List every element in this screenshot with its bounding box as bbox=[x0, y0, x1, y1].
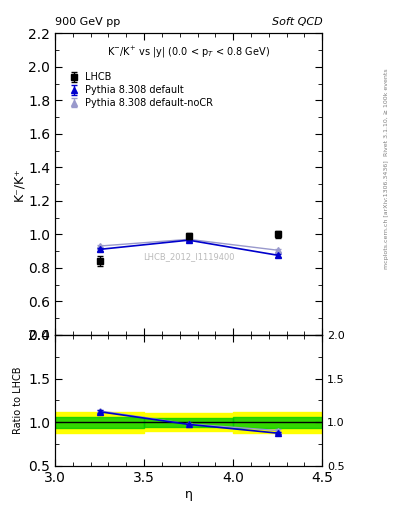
Text: K$^{-}$/K$^{+}$ vs |y| (0.0 < p$_{T}$ < 0.8 GeV): K$^{-}$/K$^{+}$ vs |y| (0.0 < p$_{T}$ < … bbox=[107, 46, 270, 60]
Y-axis label: K⁻/K⁺: K⁻/K⁺ bbox=[12, 167, 25, 201]
Text: LHCB_2012_I1119400: LHCB_2012_I1119400 bbox=[143, 252, 234, 261]
Text: 900 GeV pp: 900 GeV pp bbox=[55, 17, 120, 27]
Text: Rivet 3.1.10, ≥ 100k events: Rivet 3.1.10, ≥ 100k events bbox=[384, 69, 389, 157]
Y-axis label: Ratio to LHCB: Ratio to LHCB bbox=[13, 367, 23, 434]
Legend: LHCB, Pythia 8.308 default, Pythia 8.308 default-noCR: LHCB, Pythia 8.308 default, Pythia 8.308… bbox=[62, 68, 217, 112]
Text: mcplots.cern.ch [arXiv:1306.3436]: mcplots.cern.ch [arXiv:1306.3436] bbox=[384, 161, 389, 269]
X-axis label: η: η bbox=[185, 487, 193, 501]
Text: Soft QCD: Soft QCD bbox=[272, 17, 322, 27]
